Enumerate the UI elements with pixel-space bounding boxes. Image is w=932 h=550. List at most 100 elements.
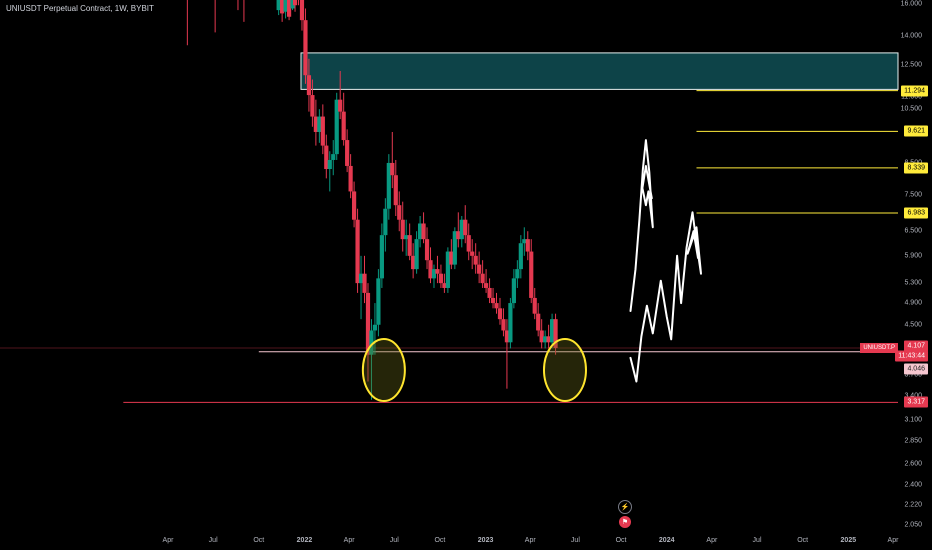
candle-body: [473, 255, 478, 265]
candle-body: [407, 235, 412, 256]
candle-body: [327, 159, 332, 170]
candle-body: [283, 0, 288, 12]
candle-body: [543, 336, 548, 343]
price-level-badge: 11.294: [901, 85, 928, 97]
candle-body: [456, 231, 461, 240]
price-tick-label: 11.000: [901, 93, 922, 101]
time-tick-label: 2023: [477, 537, 494, 544]
price-tick-label: 6.500: [904, 227, 922, 235]
candle-body: [508, 303, 513, 343]
time-tick-label: Jul: [752, 537, 762, 544]
candle-body: [504, 330, 510, 343]
flag-icon[interactable]: ⚑: [619, 516, 631, 528]
price-level-badge: 8.339: [904, 162, 928, 174]
candle-body: [490, 297, 496, 304]
candle-body: [280, 0, 285, 14]
candle-body: [431, 269, 437, 279]
price-tick-label: 2.600: [904, 460, 922, 468]
price-tick-label: 14.000: [900, 32, 922, 40]
candle-body: [397, 205, 402, 220]
candle-body: [497, 308, 503, 320]
candle-body: [515, 269, 520, 279]
candle-body: [365, 292, 371, 355]
time-tick-label: Apr: [706, 537, 718, 544]
candle-body: [303, 20, 308, 76]
candle-body: [299, 0, 305, 21]
price-tick-label: 2.220: [904, 501, 922, 508]
candle-body: [348, 165, 353, 192]
time-tick-label: Oct: [434, 537, 446, 544]
symbol-tag: UNIUSDT.P: [860, 343, 898, 353]
freehand-drawings-layer: [629, 139, 702, 383]
candle-body: [414, 239, 419, 270]
candle-body: [536, 313, 541, 331]
price-tick-label: 5.300: [904, 279, 922, 287]
candle-body: [525, 239, 530, 252]
time-tick-label: Apr: [343, 537, 355, 544]
time-tick-label: Jul: [570, 537, 580, 544]
price-lines-layer: [0, 90, 898, 403]
candle-body: [372, 324, 378, 331]
candle-body: [390, 162, 395, 176]
candle-body: [463, 219, 468, 236]
candle-body: [421, 223, 426, 240]
time-tick-label: Jul: [389, 537, 399, 544]
candle-body: [369, 330, 374, 355]
candle-body: [306, 75, 312, 96]
price-tick-label: 10.500: [900, 105, 922, 113]
candle-body: [393, 175, 398, 206]
candle-body: [470, 251, 475, 256]
candle-body: [400, 219, 405, 240]
candle-body: [379, 235, 384, 279]
candle-body: [494, 303, 499, 309]
candle-body: [442, 283, 447, 288]
support-circle: [542, 338, 587, 402]
candle-body: [404, 235, 409, 240]
price-tick-label: 2.400: [904, 481, 922, 489]
chart-title: UNIUSDT Perpetual Contract, 1W, BYBIT: [6, 4, 154, 13]
candle-body: [449, 251, 454, 265]
price-tick-label: 3.700: [904, 371, 922, 379]
countdown-badge: 11:43:44: [895, 350, 928, 362]
candle-body: [480, 273, 485, 284]
price-tick-label: 3.400: [904, 393, 922, 400]
price-tick-label: 7.500: [904, 191, 922, 199]
candle-body: [529, 251, 534, 298]
candle-body: [376, 278, 381, 325]
candle-body: [358, 273, 364, 284]
candle-body: [383, 208, 388, 236]
support-circles-layer: [361, 338, 587, 402]
candle-body: [452, 231, 457, 265]
supply-zone-layer: [300, 52, 899, 90]
candle-body: [310, 95, 315, 117]
candle-body: [417, 223, 423, 240]
candle-body: [386, 162, 391, 209]
candle-body: [317, 116, 322, 132]
candle-body: [362, 273, 367, 293]
candle-body: [286, 0, 292, 17]
time-tick-label: 2024: [658, 537, 675, 544]
flash-icon[interactable]: ⚡: [618, 500, 632, 514]
candle-body: [341, 111, 346, 141]
supply-zone: [300, 52, 899, 90]
candle-body: [438, 273, 444, 284]
price-level-badge: 9.621: [904, 125, 928, 137]
candle-body: [338, 99, 343, 112]
candle-body: [445, 251, 450, 288]
candle-body: [313, 116, 318, 132]
candle-body: [428, 260, 433, 279]
time-tick-label: Apr: [162, 537, 174, 544]
time-tick-label: 2025: [840, 537, 857, 544]
time-tick-label: 2022: [296, 537, 313, 544]
candle-body: [532, 297, 537, 314]
candle-body: [553, 319, 558, 348]
candle-body: [501, 319, 506, 331]
candle-body: [549, 319, 555, 343]
candle-body: [292, 0, 298, 6]
candle-body: [320, 116, 325, 146]
candle-body: [424, 239, 430, 261]
candle-body: [435, 269, 440, 274]
candle-body: [546, 336, 551, 343]
price-tick-label: 4.500: [904, 321, 922, 329]
